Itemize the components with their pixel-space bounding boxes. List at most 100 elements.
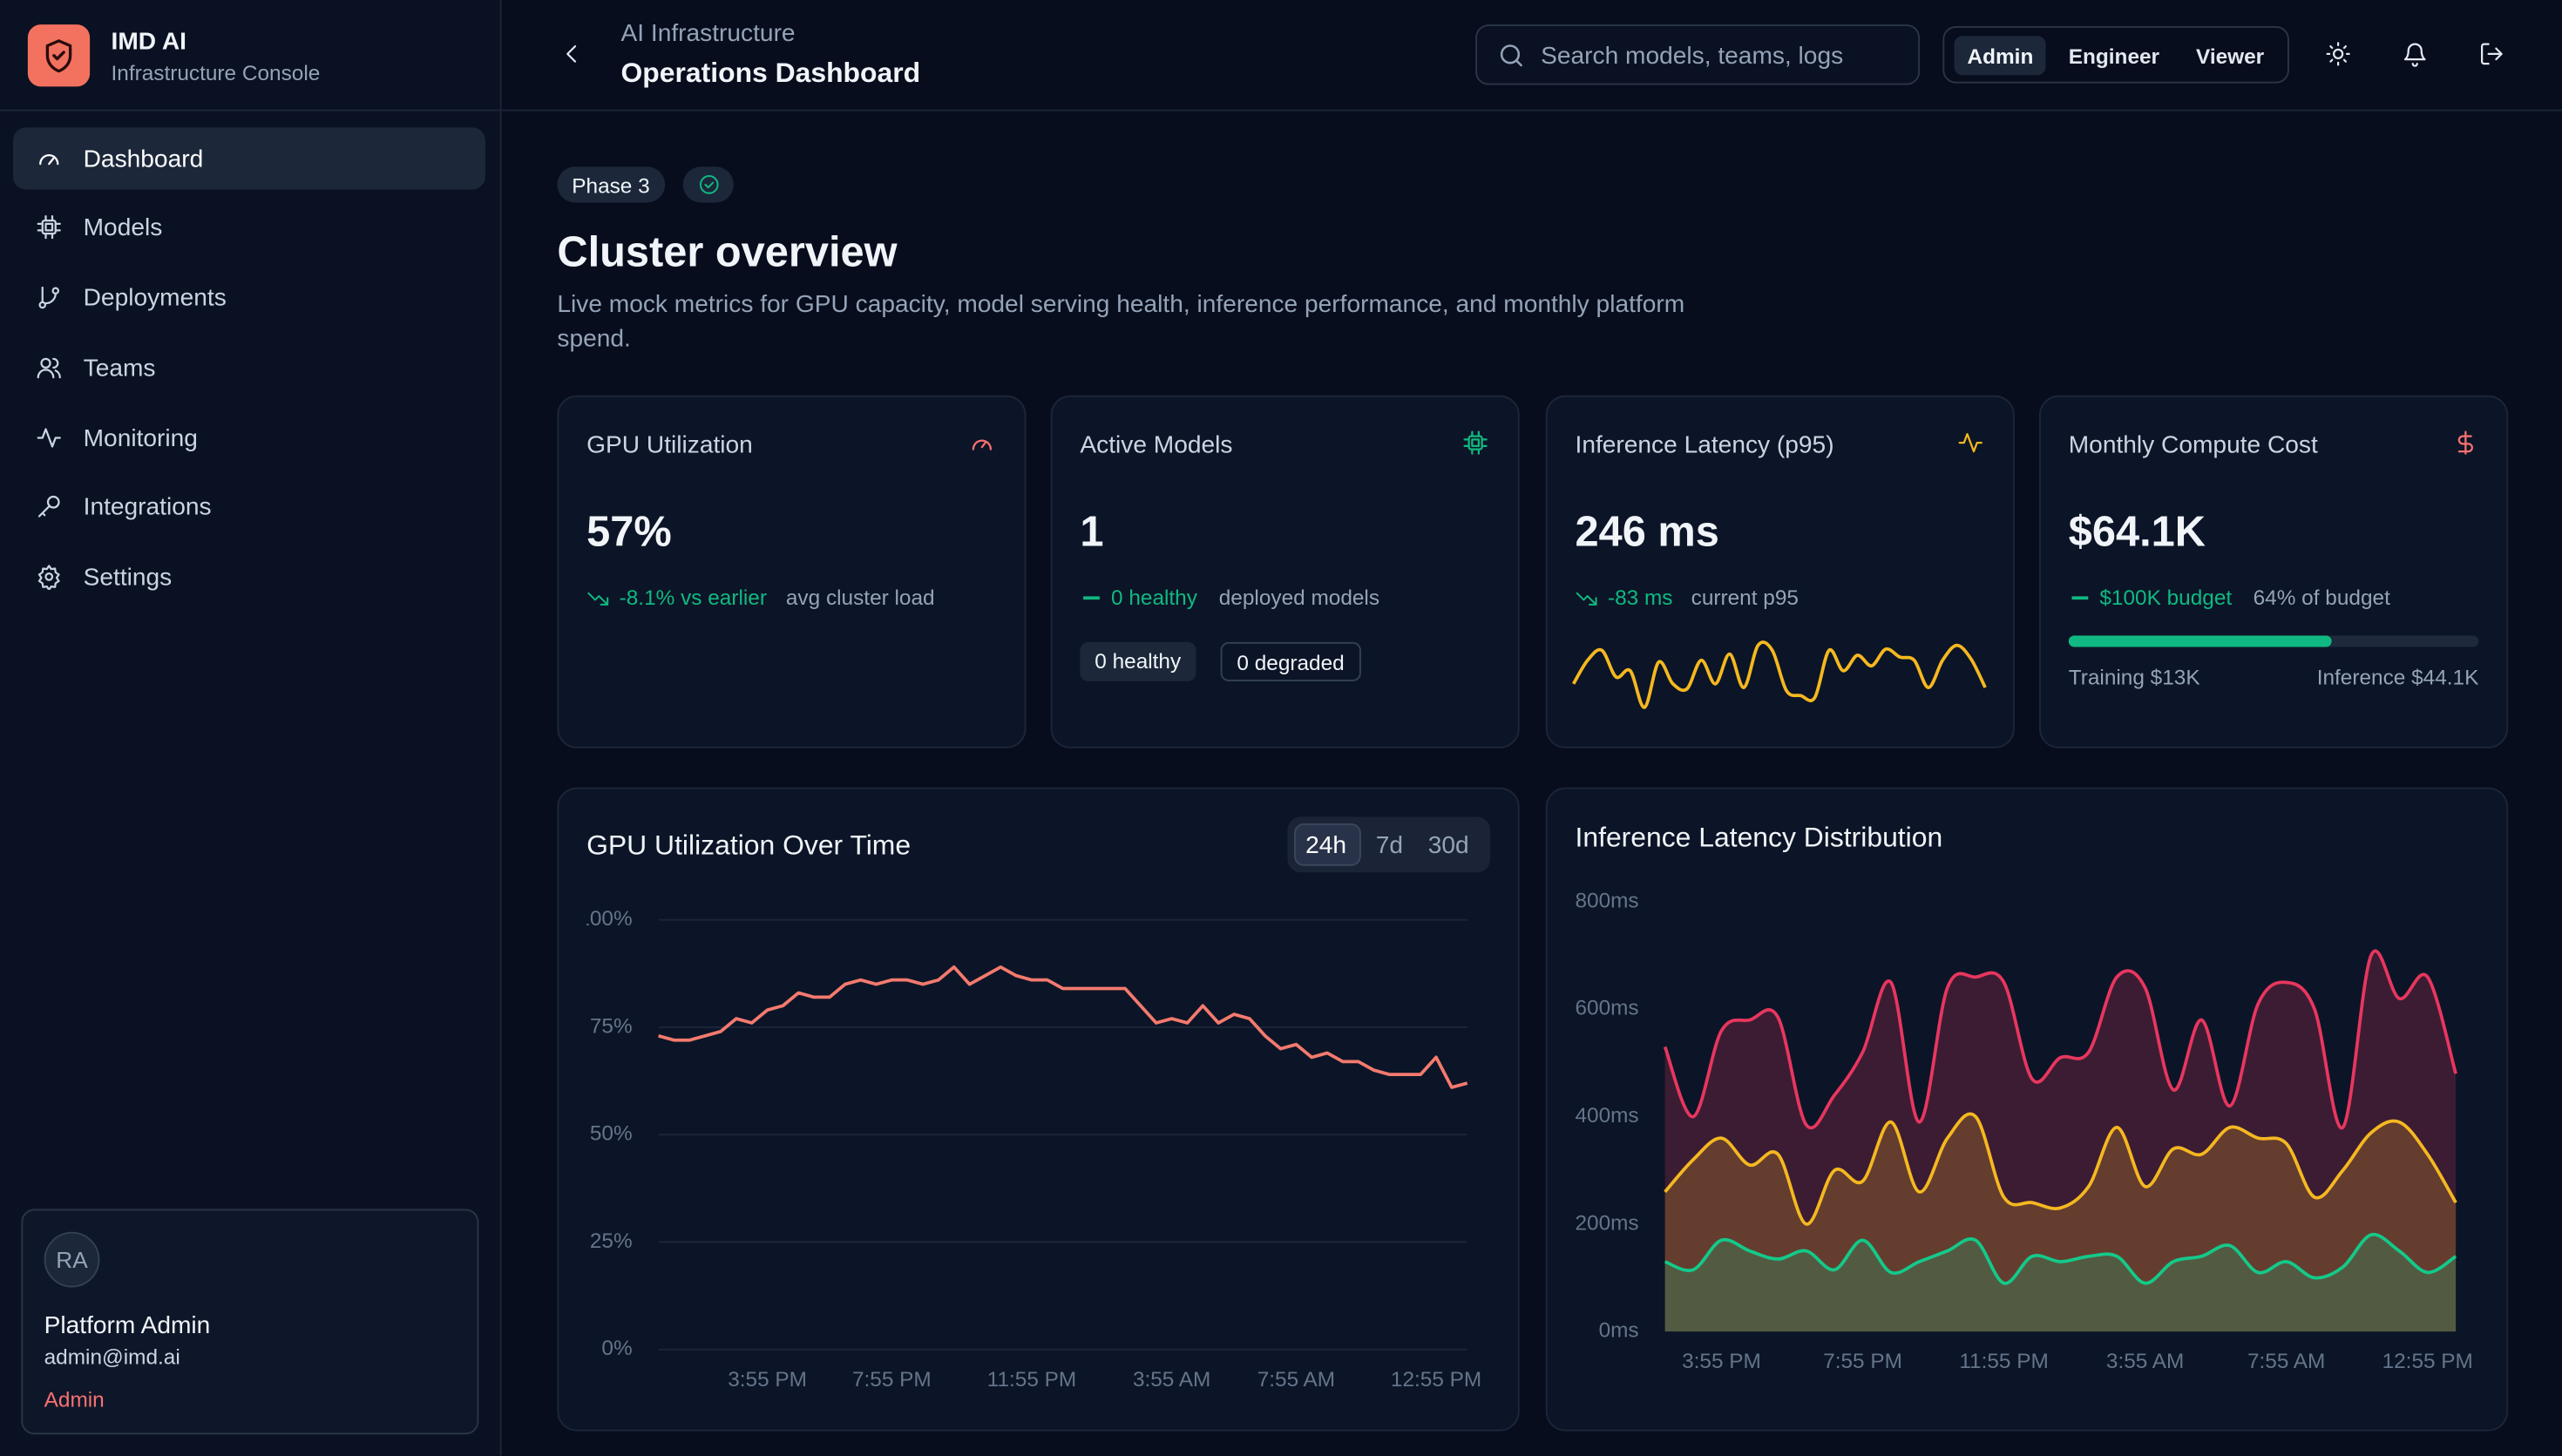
flat-icon bbox=[2071, 596, 2089, 599]
role-active-bg bbox=[1954, 36, 2046, 76]
area-fill bbox=[1664, 1114, 2457, 1332]
header-divider bbox=[0, 109, 2562, 112]
nav-item[interactable]: Teams bbox=[13, 336, 485, 398]
notifications[interactable] bbox=[2402, 41, 2428, 67]
avatar: RA bbox=[44, 1231, 100, 1288]
y-tick-label: 50% bbox=[590, 1122, 633, 1146]
header-title: Operations Dashboard bbox=[620, 57, 921, 89]
header-section: AI Infrastructure bbox=[620, 19, 796, 48]
flat-icon bbox=[1083, 596, 1100, 599]
nav-item[interactable]: Settings bbox=[13, 545, 485, 607]
y-tick-label: 0ms bbox=[1599, 1319, 1639, 1343]
role-switcher: Admin Engineer Viewer bbox=[1942, 26, 2289, 84]
kpi-title: Monthly Compute Cost bbox=[2068, 431, 2318, 459]
kpi-card: Active Models 1 0 healthy deployed model… bbox=[1050, 395, 1520, 748]
kpi-note: deployed models bbox=[1218, 585, 1380, 610]
progress-track bbox=[2068, 635, 2479, 647]
nav-item[interactable]: Monitoring bbox=[13, 407, 485, 469]
nav-item[interactable]: Dashboard bbox=[13, 127, 485, 190]
x-tick-label: 11:55 PM bbox=[987, 1368, 1076, 1392]
chart: 0% 25% 50% 75% 100% 3:55 PM 7:55 PM 11:55 PM 3:5… bbox=[586, 907, 1481, 1392]
kpi-value: 1 bbox=[1080, 506, 1104, 556]
nav-icon bbox=[37, 565, 60, 590]
area-line bbox=[1664, 1112, 2457, 1226]
area-line bbox=[1663, 949, 2457, 1130]
kpi-title: Active Models bbox=[1080, 431, 1233, 459]
line bbox=[658, 965, 1468, 1089]
theme-toggle[interactable] bbox=[2325, 41, 2351, 67]
nav-icon bbox=[37, 428, 61, 448]
search-box[interactable]: Search models, teams, logs bbox=[1475, 24, 1921, 85]
trend-down-icon bbox=[1576, 592, 1597, 606]
brand-subtitle: Infrastructure Console bbox=[111, 60, 321, 85]
kpi-icon bbox=[2457, 430, 2473, 455]
back-button[interactable] bbox=[559, 41, 585, 67]
range-switcher: 24h 7d 30d bbox=[1287, 816, 1490, 873]
kpi-card: Inference Latency (p95) 246 ms -83 ms cu… bbox=[1545, 395, 2015, 748]
range-option[interactable]: 24h bbox=[1305, 831, 1347, 860]
brand-name: IMD AI bbox=[111, 27, 186, 56]
y-tick-label: 0% bbox=[601, 1337, 632, 1360]
nav-icon bbox=[37, 357, 61, 379]
range-option[interactable]: 7d bbox=[1375, 831, 1404, 860]
nav-label: Settings bbox=[83, 563, 173, 592]
nav-label: Models bbox=[83, 213, 163, 242]
logout[interactable] bbox=[2478, 41, 2504, 67]
role-option[interactable]: Engineer bbox=[2068, 44, 2160, 69]
x-tick-label: 3:55 PM bbox=[728, 1368, 807, 1392]
x-tick-label: 7:55 PM bbox=[852, 1368, 932, 1392]
nav-icon bbox=[37, 215, 61, 240]
x-tick-label: 12:55 PM bbox=[2382, 1350, 2473, 1373]
x-tick-label: 7:55 AM bbox=[2247, 1350, 2325, 1373]
nav-item[interactable]: Models bbox=[13, 196, 485, 258]
kpi-delta: -83 ms bbox=[1608, 585, 1673, 610]
y-tick-label: 75% bbox=[590, 1014, 633, 1038]
chart-title: Inference Latency Distribution bbox=[1575, 822, 1943, 853]
y-tick-label: 400ms bbox=[1576, 1104, 1639, 1128]
kpi-title: Inference Latency (p95) bbox=[1575, 431, 1834, 459]
kpi-icon bbox=[1958, 433, 1982, 453]
kpi-delta: 0 healthy bbox=[1111, 585, 1197, 610]
nav-item[interactable]: Integrations bbox=[13, 476, 485, 538]
nav-icon bbox=[38, 286, 59, 309]
sparkline bbox=[1572, 640, 1987, 709]
range-option[interactable]: 30d bbox=[1427, 831, 1469, 860]
user-role: Admin bbox=[44, 1386, 105, 1412]
x-tick-label: 3:55 PM bbox=[1682, 1350, 1761, 1373]
cost-breakdown: Training $13K bbox=[2068, 665, 2200, 690]
page-title: Cluster overview bbox=[557, 227, 898, 276]
user-card: RA Platform Admin admin@imd.ai Admin bbox=[21, 1209, 479, 1435]
kpi-value: 57% bbox=[586, 506, 672, 556]
area-fill bbox=[1664, 1234, 2457, 1332]
area-fill bbox=[1664, 951, 2457, 1332]
nav-item[interactable]: Deployments bbox=[13, 267, 485, 328]
user-email: admin@imd.ai bbox=[44, 1344, 180, 1370]
brand-logo bbox=[27, 24, 91, 87]
kpi-icon bbox=[972, 439, 992, 450]
cost-breakdown: Inference $44.1K bbox=[2316, 665, 2479, 690]
kpi-card: GPU Utilization 57% -8.1% vs earlier avg… bbox=[557, 395, 1027, 748]
y-tick-label: 200ms bbox=[1576, 1211, 1639, 1235]
kpi-value: 246 ms bbox=[1575, 506, 1719, 556]
y-tick-label: 600ms bbox=[1576, 997, 1639, 1020]
nav-label: Monitoring bbox=[83, 424, 198, 453]
chart-card: GPU Utilization Over Time 24h 7d 30d bbox=[557, 787, 1520, 1432]
role-option[interactable]: Admin bbox=[1967, 44, 2034, 69]
user-name: Platform Admin bbox=[44, 1311, 211, 1340]
progress-fill bbox=[2068, 635, 2331, 647]
page-description: Live mock metrics for GPU capacity, mode… bbox=[557, 290, 1685, 353]
x-tick-label: 12:55 PM bbox=[1391, 1368, 1481, 1392]
kpi-icon bbox=[1463, 430, 1488, 455]
kpi-note: current p95 bbox=[1691, 585, 1799, 610]
status-pill: 0 healthy bbox=[1080, 641, 1196, 681]
trend-down-icon bbox=[587, 592, 609, 606]
kpi-delta: -8.1% vs earlier bbox=[619, 585, 767, 610]
kpi-value: $64.1K bbox=[2068, 506, 2206, 556]
kpi-card: Monthly Compute Cost $64.1K $100K budget… bbox=[2039, 395, 2509, 748]
kpi-delta: $100K budget bbox=[2099, 585, 2233, 610]
role-option[interactable]: Viewer bbox=[2196, 44, 2265, 69]
search-placeholder: Search models, teams, logs bbox=[1541, 42, 1844, 71]
x-tick-label: 11:55 PM bbox=[1959, 1350, 2048, 1373]
